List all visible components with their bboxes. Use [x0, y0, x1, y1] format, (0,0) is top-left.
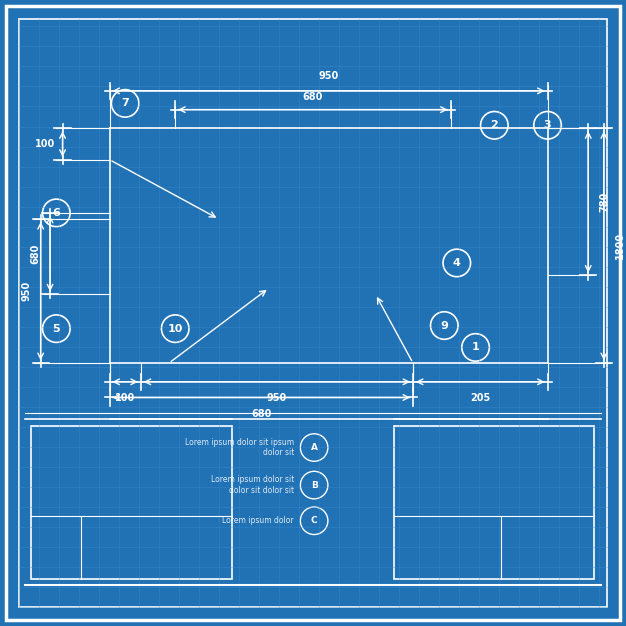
Text: 205: 205 [470, 393, 490, 403]
Text: 950: 950 [21, 281, 31, 301]
Text: A: A [310, 443, 317, 452]
Bar [31, 426, 232, 579]
Text: 7: 7 [121, 98, 129, 108]
Text: 9: 9 [440, 321, 448, 331]
Text: 680: 680 [251, 409, 272, 419]
Text: Lorem ipsum dolor sit ipsum
dolor sit: Lorem ipsum dolor sit ipsum dolor sit [185, 438, 294, 457]
Text: C: C [311, 516, 317, 525]
Text: 6: 6 [53, 208, 60, 218]
Text: 3: 3 [544, 120, 552, 130]
Text: 780: 780 [600, 192, 610, 212]
Text: 5: 5 [53, 324, 60, 334]
Text: Lorem ipsum dolor sit
dolor sit dolor sit: Lorem ipsum dolor sit dolor sit dolor si… [211, 475, 294, 495]
Bar [394, 426, 595, 579]
Text: Lorem ipsum dolor: Lorem ipsum dolor [222, 516, 294, 525]
Text: B: B [310, 481, 317, 490]
Text: 100: 100 [35, 139, 55, 149]
Text: 10: 10 [168, 324, 183, 334]
Text: 950: 950 [267, 393, 287, 403]
Text: 680: 680 [303, 92, 323, 102]
Text: 4: 4 [453, 258, 461, 268]
Text: 680: 680 [31, 244, 41, 264]
Text: 1800: 1800 [615, 232, 625, 259]
Text: 2: 2 [491, 120, 498, 130]
Text: 1: 1 [472, 342, 480, 352]
Text: 100: 100 [115, 393, 135, 403]
Text: 950: 950 [319, 71, 339, 81]
